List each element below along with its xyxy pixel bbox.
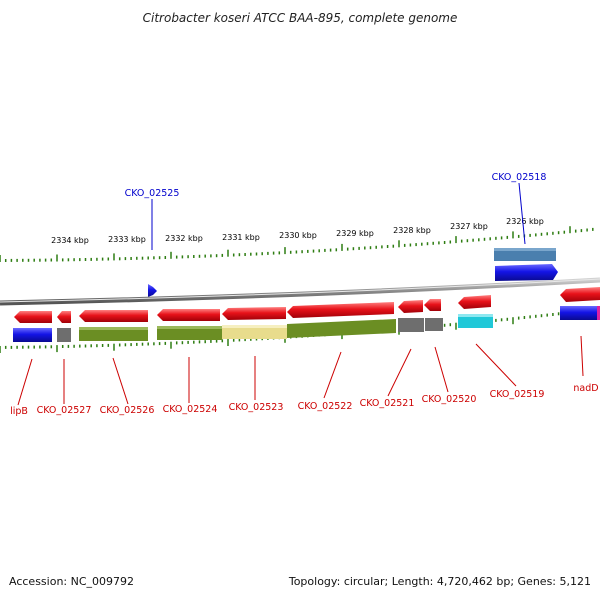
gene-block-gray-CKO_02527[interactable] <box>57 328 71 342</box>
gene-block-pink[interactable] <box>597 306 600 320</box>
top-tick-row <box>0 226 594 262</box>
gene-arrow-nadD[interactable] <box>560 287 600 302</box>
leader-line <box>434 346 449 393</box>
genome-backbone-shine <box>0 278 600 303</box>
block-highlight <box>458 314 493 317</box>
gene-block-blue-nadD[interactable] <box>560 306 598 320</box>
leader-line <box>518 182 526 245</box>
gene-block-steel[interactable] <box>494 248 556 261</box>
gene-label-CKO_02526[interactable]: CKO_02526 <box>100 405 155 416</box>
gene-label-CKO_02527[interactable]: CKO_02527 <box>37 405 92 416</box>
gene-arrow-blue-small[interactable] <box>148 284 157 297</box>
kbp-label: 2328 kbp <box>393 226 431 235</box>
kbp-label: 2326 kbp <box>506 217 544 226</box>
map-title: Citrobacter koseri ATCC BAA-895, complet… <box>143 11 458 25</box>
upper-track <box>148 248 558 297</box>
genome-backbone <box>0 277 600 306</box>
kbp-label: 2327 kbp <box>450 222 488 231</box>
lower-track <box>13 306 600 342</box>
gene-arrow-CKO_02526[interactable] <box>79 310 148 322</box>
kbp-scale-labels: 2334 kbp 2333 kbp 2332 kbp 2331 kbp 2330… <box>51 217 544 245</box>
gene-block-olive-CKO_02524[interactable] <box>157 326 222 340</box>
gene-block-gray-CKO_02520[interactable] <box>425 318 443 331</box>
kbp-label: 2332 kbp <box>165 234 203 243</box>
leader-line <box>475 343 517 387</box>
gene-block-cyan-CKO_02519[interactable] <box>458 314 493 328</box>
gene-arrow-CKO_02523[interactable] <box>222 307 286 320</box>
gene-arrow-CKO_02524[interactable] <box>157 309 220 321</box>
leader-line <box>17 358 33 406</box>
block-highlight <box>79 327 148 330</box>
gene-block-olive-CKO_02522[interactable] <box>287 319 396 338</box>
gene-block-gray-CKO_02521[interactable] <box>398 318 424 332</box>
gene-label-CKO_02521[interactable]: CKO_02521 <box>360 398 415 409</box>
gene-arrow-CKO_02521[interactable] <box>398 300 423 313</box>
leader-line <box>112 357 129 405</box>
gene-label-lipB[interactable]: lipB <box>10 406 28 417</box>
gene-arrow-blue[interactable] <box>495 264 558 281</box>
gene-arrow-CKO_02519[interactable] <box>458 295 491 309</box>
leader-line <box>387 348 412 397</box>
genome-summary-text: Topology: circular; Length: 4,720,462 bp… <box>288 575 591 588</box>
accession-text: Accession: NC_009792 <box>9 575 134 588</box>
gene-arrows-red <box>14 287 600 323</box>
block-highlight <box>222 325 287 328</box>
top-gene-labels: CKO_02525 CKO_02518 <box>125 172 547 250</box>
gene-label-CKO_02520[interactable]: CKO_02520 <box>422 394 477 405</box>
gene-label-CKO_02518[interactable]: CKO_02518 <box>492 172 547 183</box>
gene-label-CKO_02524[interactable]: CKO_02524 <box>163 404 218 415</box>
gene-label-CKO_02523[interactable]: CKO_02523 <box>229 402 284 413</box>
gene-arrow-lipB[interactable] <box>14 311 52 323</box>
leader-line <box>580 335 584 377</box>
gene-label-CKO_02522[interactable]: CKO_02522 <box>298 401 353 412</box>
gene-arrow-CKO_02522[interactable] <box>287 302 394 318</box>
kbp-label: 2330 kbp <box>279 231 317 240</box>
kbp-label: 2334 kbp <box>51 236 89 245</box>
bottom-gene-labels: lipB CKO_02527 CKO_02526 CKO_02524 CKO_0… <box>10 335 599 417</box>
gene-block-olive-CKO_02526[interactable] <box>79 327 148 341</box>
gene-label-nadD[interactable]: nadD <box>573 383 598 394</box>
leader-line <box>323 351 342 399</box>
gene-block-blue-lipB[interactable] <box>13 328 52 342</box>
kbp-label: 2329 kbp <box>336 229 374 238</box>
gene-arrow-CKO_02520[interactable] <box>424 299 441 311</box>
kbp-label: 2333 kbp <box>108 235 146 244</box>
kbp-label: 2331 kbp <box>222 233 260 242</box>
gene-label-CKO_02519[interactable]: CKO_02519 <box>490 389 545 400</box>
block-highlight <box>157 326 222 329</box>
gene-block-khaki-CKO_02523[interactable] <box>222 325 287 339</box>
gene-arrow-CKO_02527[interactable] <box>57 311 71 323</box>
gene-block-steel-highlight <box>494 248 556 251</box>
gene-label-CKO_02525[interactable]: CKO_02525 <box>125 188 180 199</box>
